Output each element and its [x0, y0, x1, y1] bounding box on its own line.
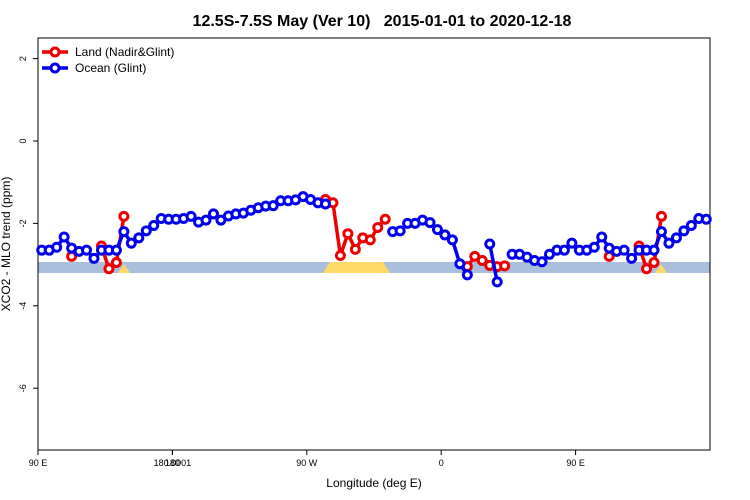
legend-label: Ocean (Glint)	[75, 61, 146, 75]
data-point	[342, 228, 354, 240]
data-point	[267, 200, 279, 212]
y-tick-label: -6	[18, 384, 28, 392]
data-point	[81, 244, 93, 256]
data-point	[364, 234, 376, 246]
data-point	[670, 232, 682, 244]
data-point	[618, 244, 630, 256]
data-point	[566, 237, 578, 249]
y-tick-label: -4	[18, 302, 28, 310]
data-point	[133, 232, 145, 244]
plot-frame	[37, 37, 711, 451]
x-axis-label: Longitude (deg E)	[326, 476, 421, 490]
y-axis-label: XCO2 - MLO trend (ppm)	[0, 177, 13, 312]
data-point	[319, 198, 331, 210]
data-point	[648, 257, 660, 269]
data-point	[118, 226, 130, 238]
data-point	[476, 254, 488, 266]
data-point	[58, 231, 70, 243]
data-point	[349, 243, 361, 255]
data-point	[431, 224, 443, 236]
legend-marker	[49, 62, 61, 74]
land-band	[655, 264, 667, 273]
x-tick-label: 180.0001	[154, 458, 192, 468]
data-point	[461, 269, 473, 281]
data-point	[88, 252, 100, 264]
data-point	[648, 244, 660, 256]
data-point	[484, 238, 496, 250]
chart-title: 12.5S-7.5S May (Ver 10) 2015-01-01 to 20…	[193, 13, 572, 30]
data-point	[125, 237, 137, 249]
x-tick-label: 90 E	[29, 458, 48, 468]
data-point	[103, 263, 115, 275]
data-point	[372, 222, 384, 234]
x-tick-label: 90 W	[296, 458, 318, 468]
data-point	[700, 213, 712, 225]
data-point	[379, 213, 391, 225]
series-line	[488, 243, 499, 283]
y-tick-label: 0	[18, 138, 28, 143]
land-band	[118, 264, 130, 273]
legend-label: Land (Nadir&Glint)	[75, 45, 174, 59]
data-point	[200, 214, 212, 226]
data-point	[110, 244, 122, 256]
y-tick-label: -2	[18, 219, 28, 227]
data-point	[655, 226, 667, 238]
data-point	[140, 225, 152, 237]
legend-marker	[49, 46, 61, 58]
data-point	[110, 257, 122, 269]
land-band	[323, 262, 390, 273]
data-point	[663, 237, 675, 249]
data-point	[685, 219, 697, 231]
data-point	[499, 260, 511, 272]
data-point	[207, 208, 219, 220]
data-point	[536, 256, 548, 268]
data-point	[185, 210, 197, 222]
data-point	[51, 241, 63, 253]
x-tick-label: 0	[439, 458, 444, 468]
data-point	[446, 234, 458, 246]
x-tick-label: 180	[165, 458, 180, 468]
data-point	[491, 276, 503, 288]
data-point	[454, 258, 466, 270]
data-point	[641, 263, 653, 275]
y-tick-label: 2	[18, 56, 28, 61]
data-point	[148, 219, 160, 231]
data-point	[558, 244, 570, 256]
data-point	[588, 241, 600, 253]
data-point	[394, 225, 406, 237]
data-point	[424, 217, 436, 229]
data-point	[439, 229, 451, 241]
data-point	[655, 210, 667, 222]
data-point	[678, 225, 690, 237]
data-point	[118, 210, 130, 222]
data-point	[334, 250, 346, 262]
x-tick-label: 90 E	[566, 458, 585, 468]
data-point	[596, 231, 608, 243]
data-point	[626, 252, 638, 264]
